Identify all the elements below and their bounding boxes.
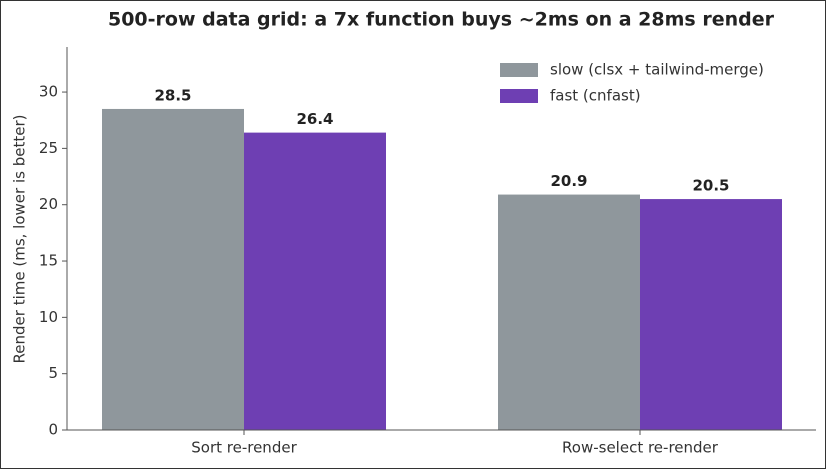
- bar-value-label: 26.4: [296, 110, 333, 128]
- y-tick-label: 0: [48, 421, 58, 439]
- legend-swatch: [500, 63, 538, 77]
- y-tick-label: 20: [39, 195, 58, 213]
- y-tick-label: 10: [39, 308, 58, 326]
- bar: [244, 132, 386, 431]
- y-tick-label: 15: [39, 252, 58, 270]
- legend-swatch: [500, 89, 538, 103]
- y-tick-label: 30: [39, 83, 58, 101]
- bar-value-label: 28.5: [154, 86, 191, 104]
- bar-value-label: 20.9: [550, 172, 587, 190]
- bar: [640, 199, 782, 430]
- bar: [498, 194, 640, 430]
- y-tick-label: 25: [39, 139, 58, 157]
- y-axis-label: Render time (ms, lower is better): [11, 115, 29, 364]
- bar: [102, 108, 244, 431]
- legend-label: fast (cnfast): [550, 87, 641, 105]
- chart-title: 500-row data grid: a 7x function buys ~2…: [108, 9, 775, 31]
- y-tick-label: 5: [48, 364, 58, 382]
- x-tick-label: Row-select re-render: [562, 439, 719, 457]
- legend-label: slow (clsx + tailwind-merge): [550, 61, 764, 79]
- bar-value-label: 20.5: [692, 177, 729, 195]
- x-tick-label: Sort re-render: [191, 439, 297, 457]
